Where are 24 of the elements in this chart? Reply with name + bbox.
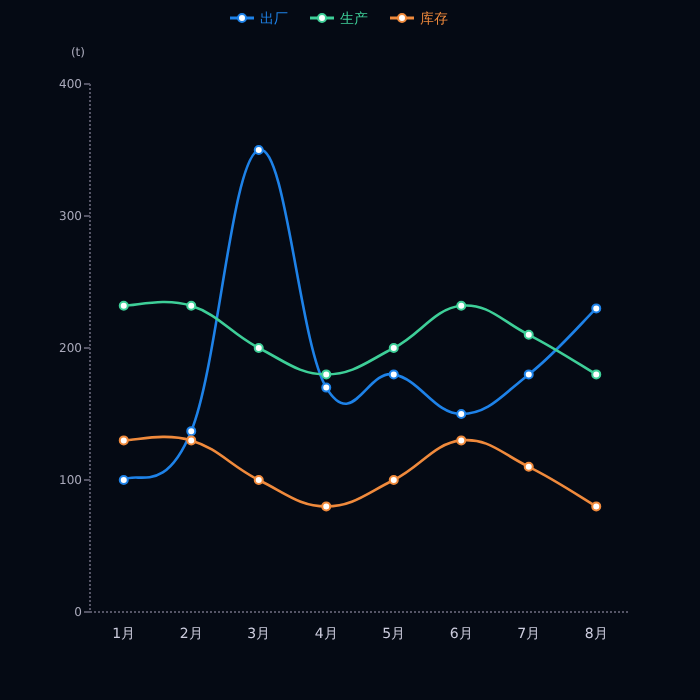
point <box>456 409 467 419</box>
point <box>523 329 534 340</box>
point <box>523 369 534 380</box>
point <box>456 300 467 311</box>
point <box>321 501 332 512</box>
point <box>321 369 332 380</box>
point <box>456 435 467 446</box>
point <box>523 461 534 472</box>
point <box>591 369 602 380</box>
point <box>321 382 332 393</box>
point <box>186 300 197 311</box>
point <box>253 343 264 353</box>
point <box>253 145 264 155</box>
point <box>388 343 399 353</box>
point <box>186 426 197 437</box>
point <box>186 435 197 446</box>
point <box>118 435 129 446</box>
point <box>118 300 129 311</box>
point <box>388 369 399 380</box>
point <box>118 475 129 485</box>
point <box>591 501 602 512</box>
point <box>253 475 264 485</box>
point <box>591 303 602 314</box>
point <box>388 475 399 485</box>
